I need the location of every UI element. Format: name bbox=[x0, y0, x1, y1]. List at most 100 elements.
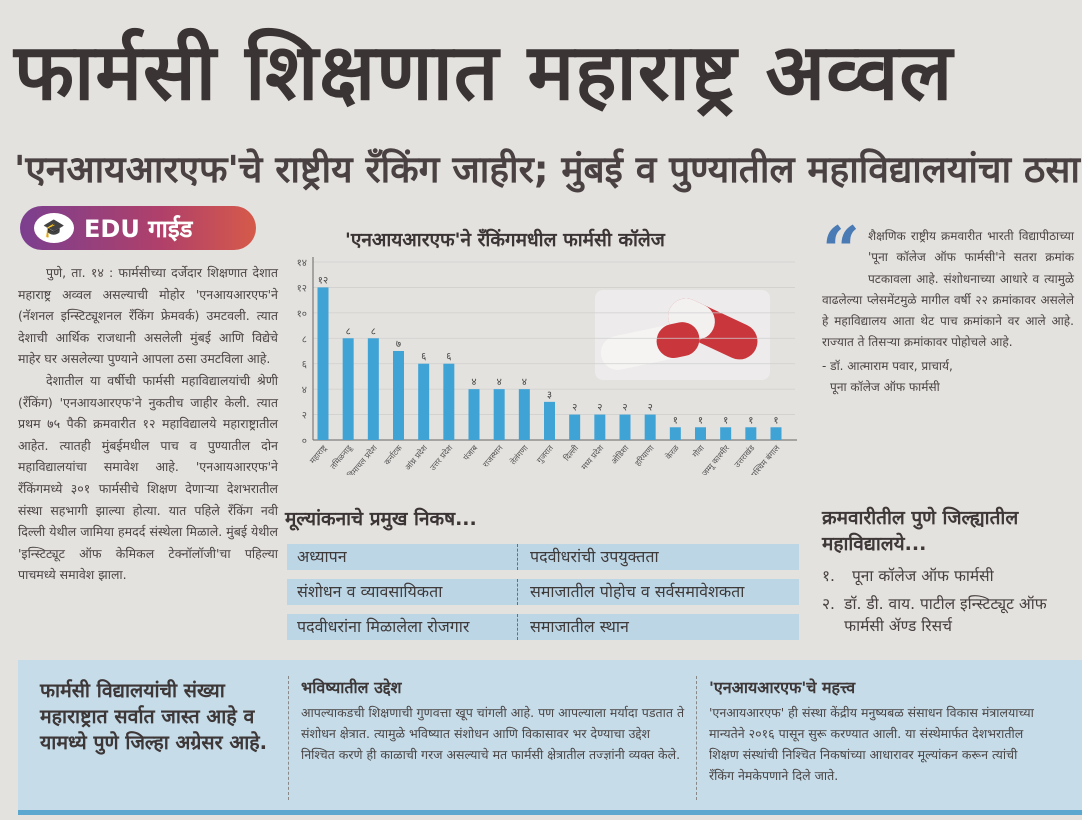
criteria-cell: पदवीधरांना मिळालेला रोजगार bbox=[287, 614, 518, 640]
y-tick-label: ६ bbox=[302, 360, 307, 371]
y-tick-label: ० bbox=[302, 436, 307, 447]
y-tick-label: ४ bbox=[302, 385, 307, 396]
bar bbox=[468, 389, 480, 440]
x-tick-label: पंजाब bbox=[462, 443, 480, 462]
criteria-cell: पदवीधरांची उपयुक्तता bbox=[530, 547, 659, 566]
x-tick-label: तेलंगणा bbox=[508, 442, 531, 466]
x-tick-label: उत्तर प्रदेश bbox=[427, 442, 454, 472]
quote-box: “ शैक्षणिक राष्ट्रीय क्रमवारीत भारती विद… bbox=[822, 212, 1074, 398]
criteria-cell: समाजातील पोहोच व सर्वसमावेशकता bbox=[530, 582, 745, 601]
criteria-row: पदवीधरांना मिळालेला रोजगार समाजातील स्थान bbox=[287, 614, 799, 640]
bar-chart: ०२४६८१०१२१४१२महाराष्ट्र८तमिळनाडू८हिमाचल … bbox=[297, 257, 797, 475]
y-tick-label: ८ bbox=[302, 334, 307, 345]
article-paragraph: देशातील या वर्षीची फार्मसी महाविद्यालयां… bbox=[18, 372, 278, 583]
edu-guide-badge: 🎓 EDU गाईड bbox=[20, 206, 256, 250]
x-tick-label: राजस्थान bbox=[481, 443, 505, 469]
bar bbox=[518, 389, 530, 440]
bar-value-label: १ bbox=[698, 415, 703, 426]
x-tick-label: गोवा bbox=[690, 442, 707, 459]
bar bbox=[393, 351, 404, 440]
bar-value-label: २ bbox=[572, 403, 577, 414]
bar bbox=[544, 401, 555, 440]
bar-value-label: ८ bbox=[346, 326, 351, 337]
bar bbox=[669, 427, 681, 440]
x-tick-label: गुजरात bbox=[535, 443, 556, 465]
criteria-table: अध्यापन पदवीधरांची उपयुक्तता संशोधन व व्य… bbox=[287, 544, 799, 649]
future-goal-section: भविष्यातील उद्देश आपल्याकडची शिक्षणाची ग… bbox=[288, 676, 687, 800]
nirf-importance-section: 'एनआयआरएफ'चे महत्त्व 'एनआयआरएफ' ही संस्थ… bbox=[696, 676, 1039, 800]
x-tick-label: केरळ bbox=[663, 442, 681, 461]
bar-value-label: १ bbox=[773, 415, 778, 426]
bar bbox=[418, 363, 430, 440]
article-body: पुणे, ता. १४ : फार्मसीच्या दर्जेदार शिक्… bbox=[18, 262, 278, 586]
y-tick-label: १४ bbox=[297, 258, 307, 269]
bar bbox=[317, 287, 329, 440]
bar-value-label: ३ bbox=[547, 390, 552, 401]
bar bbox=[569, 414, 581, 440]
criteria-title: मूल्यांकनाचे प्रमुख निकष... bbox=[285, 508, 477, 530]
bar bbox=[619, 414, 631, 440]
y-tick-label: १० bbox=[297, 309, 307, 320]
subheadline: 'एनआयआरएफ'चे राष्ट्रीय रँकिंग जाहीर; मुं… bbox=[14, 148, 1081, 191]
list-text: डॉ. डी. वाय. पाटील इन्स्टिट्यूट ऑफ फार्म… bbox=[844, 595, 1047, 635]
headline: फार्मसी शिक्षणात महाराष्ट्र अव्वल bbox=[14, 28, 954, 118]
bar-value-label: २ bbox=[597, 403, 602, 414]
section-text: आपल्याकडची शिक्षणाची गुणवत्ता खूप चांगली… bbox=[301, 705, 685, 762]
bar-value-label: १ bbox=[748, 415, 753, 426]
x-tick-label: कर्नाटक bbox=[382, 442, 405, 467]
bar bbox=[745, 427, 757, 440]
bar-value-label: १ bbox=[673, 415, 678, 426]
highlight-text: फार्मसी विद्यालयांची संख्या महाराष्ट्रात… bbox=[40, 679, 268, 754]
bar-value-label: १ bbox=[723, 415, 728, 426]
bar bbox=[342, 338, 354, 440]
quote-mark-icon: “ bbox=[822, 212, 860, 290]
bar-value-label: ४ bbox=[471, 377, 476, 388]
graduation-cap-icon: 🎓 bbox=[34, 213, 74, 243]
bar bbox=[720, 427, 732, 440]
pune-colleges-list: १. पूना कॉलेज ऑफ फार्मसी २. डॉ. डी. वाय. प… bbox=[822, 565, 1077, 643]
bar bbox=[594, 414, 606, 440]
bottom-info-strip bbox=[18, 660, 1082, 815]
x-tick-label: आंध्र प्रदेश bbox=[402, 442, 429, 472]
criteria-row: अध्यापन पदवीधरांची उपयुक्तता bbox=[287, 544, 799, 570]
chart-title: 'एनआयआरएफ'ने रँकिंगमधील फार्मसी कॉलेज bbox=[345, 229, 665, 251]
article-paragraph: पुणे, ता. १४ : फार्मसीच्या दर्जेदार शिक्… bbox=[18, 265, 278, 367]
bar bbox=[367, 338, 379, 440]
criteria-cell: समाजातील स्थान bbox=[530, 617, 629, 636]
x-tick-label: दिल्ली bbox=[561, 442, 580, 462]
list-number: २. bbox=[822, 595, 835, 613]
pune-colleges-title: क्रमवारीतील पुणे जिल्ह्यातील महाविद्यालय… bbox=[822, 507, 1019, 555]
criteria-cell: अध्यापन bbox=[287, 544, 518, 570]
bar-value-label: १२ bbox=[318, 275, 328, 286]
quote-attribution: - डॉ. आत्माराम पवार, प्राचार्य, bbox=[822, 358, 953, 373]
section-title: भविष्यातील उद्देश bbox=[301, 678, 402, 697]
quote-text: शैक्षणिक राष्ट्रीय क्रमवारीत भारती विद्य… bbox=[822, 229, 1074, 350]
bar-value-label: ६ bbox=[421, 352, 426, 363]
criteria-cell: संशोधन व व्यावसायिकता bbox=[287, 579, 518, 605]
bar bbox=[644, 414, 656, 440]
bar-value-label: २ bbox=[622, 403, 627, 414]
bar-value-label: ७ bbox=[396, 339, 401, 350]
list-item: २. डॉ. डी. वाय. पाटील इन्स्टिट्यूट ऑफ फार… bbox=[822, 593, 1077, 637]
bar bbox=[770, 427, 782, 440]
section-text: 'एनआयआरएफ' ही संस्था केंद्रीय मनुष्यबळ स… bbox=[709, 705, 1034, 783]
x-tick-label: हरियाणा bbox=[633, 442, 657, 468]
bar-value-label: ८ bbox=[371, 326, 376, 337]
bar bbox=[695, 427, 706, 440]
x-tick-label: जम्मू काश्मीर bbox=[699, 442, 732, 475]
y-tick-label: १२ bbox=[297, 283, 307, 294]
x-tick-label: मध्य प्रदेश bbox=[579, 442, 606, 471]
bar-value-label: ४ bbox=[497, 377, 502, 388]
list-number: १. bbox=[822, 567, 835, 585]
criteria-row: संशोधन व व्यावसायिकता समाजातील पोहोच व सर… bbox=[287, 579, 799, 605]
bar-value-label: ६ bbox=[446, 352, 451, 363]
x-tick-label: उत्तराखंड bbox=[733, 443, 757, 469]
list-item: १. पूना कॉलेज ऑफ फार्मसी bbox=[822, 565, 1077, 587]
bar bbox=[493, 389, 505, 440]
list-text: पूना कॉलेज ऑफ फार्मसी bbox=[852, 567, 994, 585]
badge-label: EDU गाईड bbox=[84, 214, 193, 243]
bar-value-label: ४ bbox=[522, 377, 527, 388]
quote-attribution-org: पूना कॉलेज ऑफ फार्मसी bbox=[830, 380, 940, 395]
bar bbox=[443, 363, 455, 440]
bar-value-label: २ bbox=[648, 403, 653, 414]
